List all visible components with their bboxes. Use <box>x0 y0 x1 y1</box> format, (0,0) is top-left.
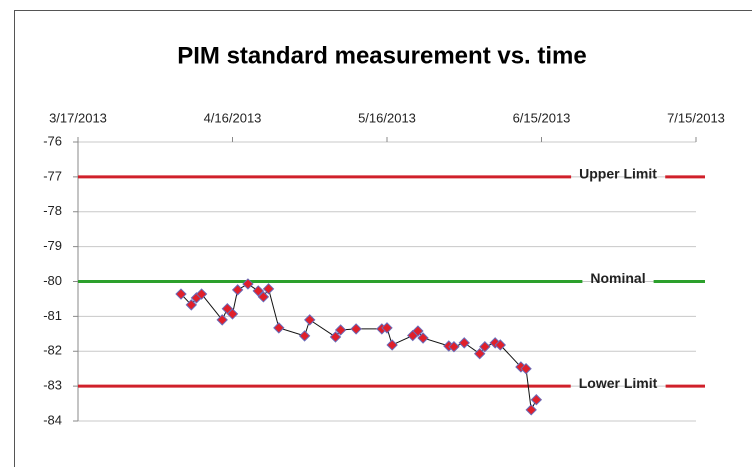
x-tick-label: 6/15/2013 <box>513 110 571 125</box>
data-point <box>195 288 208 300</box>
reference-label: Upper Limit <box>579 166 657 182</box>
y-tick-label: -82 <box>43 343 62 358</box>
x-tick-label: 4/16/2013 <box>204 110 262 125</box>
data-point <box>216 314 228 326</box>
y-tick-label: -78 <box>43 203 62 218</box>
data-point <box>494 339 507 351</box>
data-point <box>473 347 486 360</box>
data-point <box>525 404 537 416</box>
data-point <box>530 394 543 406</box>
data-point <box>226 308 239 320</box>
data-point <box>520 362 532 375</box>
data-point <box>304 314 316 326</box>
data-point <box>334 324 347 336</box>
y-tick-label: -80 <box>43 273 62 288</box>
chart-border <box>14 10 752 467</box>
data-point <box>350 323 362 335</box>
y-tick-label: -83 <box>43 378 62 393</box>
data-point <box>412 325 424 337</box>
x-tick-label: 5/16/2013 <box>358 110 416 125</box>
data-point <box>381 322 393 334</box>
chart-title: PIM standard measurement vs. time <box>177 42 586 69</box>
x-tick-label: 7/15/2013 <box>667 110 725 125</box>
y-tick-label: -77 <box>43 168 62 183</box>
data-point <box>175 288 187 300</box>
x-tick-label: 3/17/2013 <box>49 110 107 125</box>
y-tick-label: -84 <box>43 412 62 427</box>
data-point <box>262 283 275 295</box>
data-point <box>417 332 429 344</box>
reference-label: Nominal <box>590 270 645 286</box>
data-point <box>386 339 398 351</box>
data-point <box>242 278 254 290</box>
y-tick-label: -79 <box>43 238 62 253</box>
y-tick-label: -81 <box>43 308 62 323</box>
y-tick-label: -76 <box>43 133 62 148</box>
data-point <box>458 337 470 349</box>
data-point <box>479 341 491 353</box>
data-point <box>185 299 198 311</box>
reference-label: Lower Limit <box>579 375 658 391</box>
data-point <box>273 322 285 334</box>
data-point <box>329 331 342 343</box>
data-point <box>252 285 264 297</box>
data-point <box>448 341 460 353</box>
data-point <box>231 284 244 296</box>
data-point <box>298 330 311 342</box>
data-point <box>257 291 270 303</box>
